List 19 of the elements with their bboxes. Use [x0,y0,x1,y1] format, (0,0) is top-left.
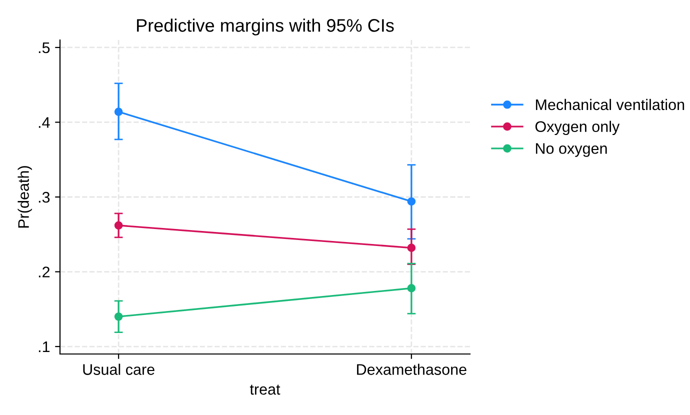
x-axis-title: treat [250,384,280,395]
point [114,108,123,116]
legend-label: Oxygen only [535,120,620,136]
legend-label: Mechanical ventilation [536,98,684,110]
y-tick-label: .2 [38,266,50,278]
point [407,244,416,252]
x-tick-label: Dexamethasone [357,364,466,375]
y-axis-title: Pr(death) [18,166,32,228]
y-tick-label: .3 [38,192,50,203]
chart-title: Predictive margins with 95% CIs [137,18,394,36]
y-tick-label: .4 [38,117,50,128]
y-tick-label: .5 [38,42,50,54]
point [407,284,416,292]
point [114,312,123,321]
x-tick-label: Usual care [83,364,154,375]
y-tick-label: .1 [38,342,50,352]
point [407,197,416,206]
legend-label: No oxygen [536,143,607,157]
point [114,221,123,230]
